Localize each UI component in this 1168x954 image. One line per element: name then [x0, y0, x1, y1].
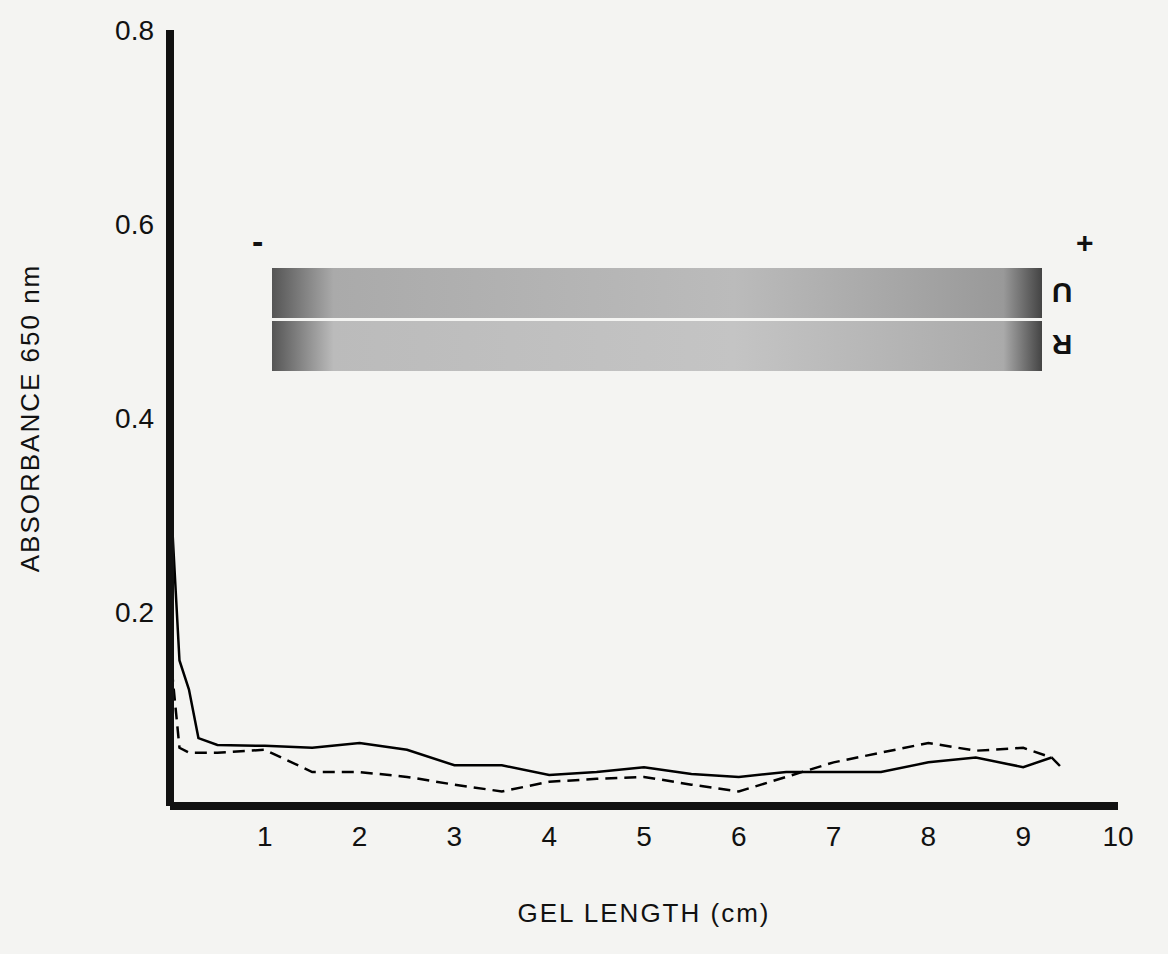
html-text:U: U	[1052, 277, 1073, 308]
svg-text:GEL LENGTH (cm): GEL LENGTH (cm)	[518, 898, 771, 928]
svg-text:3: 3	[447, 821, 463, 852]
svg-text:0.4: 0.4	[115, 403, 154, 434]
svg-text:ABSORBANCE 650 nm: ABSORBANCE 650 nm	[15, 264, 45, 573]
svg-text:5: 5	[636, 821, 652, 852]
html-text:R: R	[1052, 329, 1073, 360]
svg-text:9: 9	[1015, 821, 1031, 852]
svg-text:10: 10	[1102, 821, 1133, 852]
svg-text:8: 8	[921, 821, 937, 852]
svg-text:0.6: 0.6	[115, 209, 154, 240]
svg-text:0.2: 0.2	[115, 597, 154, 628]
svg-text:1: 1	[257, 821, 273, 852]
svg-text:2: 2	[352, 821, 368, 852]
svg-text:6: 6	[731, 821, 747, 852]
svg-text:0.8: 0.8	[115, 15, 154, 46]
svg-text:7: 7	[826, 821, 842, 852]
svg-text:4: 4	[541, 821, 557, 852]
